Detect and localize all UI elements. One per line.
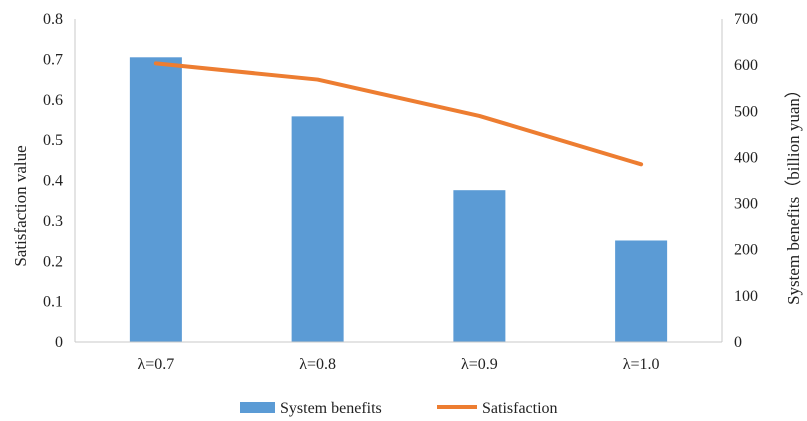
legend-label-system-benefits: System benefits [280,400,382,417]
bar-system-benefits-3 [453,190,506,342]
y-left-tick-label-3: 0.3 [43,213,63,230]
y-right-tick-label-0: 0 [734,334,742,351]
line-satisfaction [153,61,644,167]
axes-group [74,19,723,343]
x-category-label-1: λ=0.7 [137,356,174,373]
line-series-group [153,61,644,167]
y-right-tick-label-6: 600 [734,57,758,74]
y-right-tick-label-5: 500 [734,103,758,120]
y-left-tick-label-2: 0.2 [43,253,63,270]
tick-labels-group: 0 0.1 0.2 0.3 0.4 0.5 0.6 0.7 0.8 0 100 200 300 400 50… [43,11,758,373]
bar-system-benefits-4 [615,240,668,342]
bar-system-benefits-2 [291,116,344,343]
legend-swatch-system-benefits [240,402,275,413]
y-axis-right-title: System benefits（billion yuan） [784,81,803,305]
y-axis-left-title: Satisfaction value [11,145,30,266]
y-left-tick-label-5: 0.5 [43,132,63,149]
y-right-tick-label-7: 700 [734,11,758,28]
y-left-tick-label-6: 0.6 [43,92,63,109]
y-right-tick-label-1: 100 [734,288,758,305]
y-left-tick-label-4: 0.4 [43,173,63,190]
y-right-tick-label-4: 400 [734,149,758,166]
legend: System benefits Satisfaction [240,400,558,417]
bar-series-group [129,57,668,343]
y-right-tick-label-3: 300 [734,196,758,213]
y-left-tick-label-1: 0.1 [43,294,63,311]
y-right-tick-label-2: 200 [734,242,758,259]
x-category-label-3: λ=0.9 [461,356,498,373]
bar-system-benefits-1 [129,57,182,342]
y-left-tick-label-8: 0.8 [43,11,63,28]
x-category-label-2: λ=0.8 [299,356,336,373]
legend-label-satisfaction: Satisfaction [482,400,558,417]
x-category-label-4: λ=1.0 [623,356,660,373]
y-left-tick-label-7: 0.7 [43,51,63,68]
y-left-tick-label-0: 0 [55,334,63,351]
